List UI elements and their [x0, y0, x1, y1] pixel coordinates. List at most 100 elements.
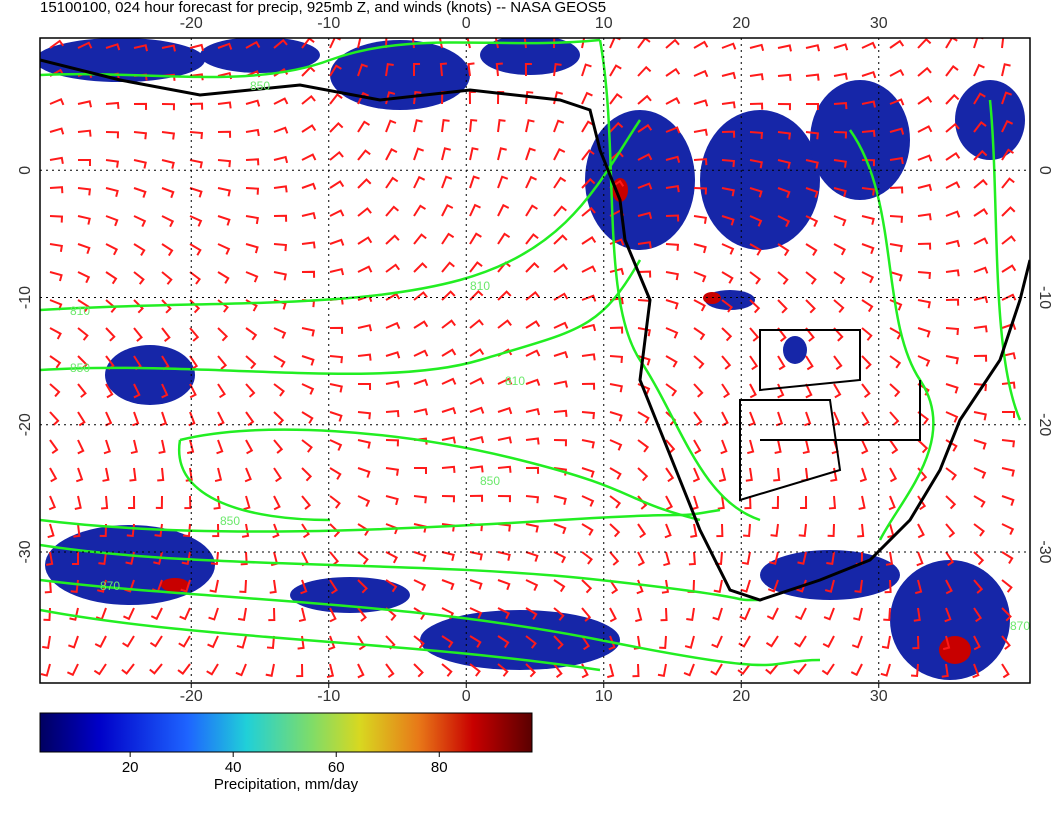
wind-barb: [237, 607, 247, 621]
wind-barb: [665, 97, 681, 105]
wind-barb: [101, 495, 109, 510]
wind-barb: [525, 291, 540, 301]
wind-barb: [357, 353, 372, 361]
wind-barb: [413, 635, 425, 649]
wind-barb: [46, 551, 54, 566]
wind-barb: [637, 123, 653, 133]
wind-barb: [833, 215, 847, 227]
wind-barb: [413, 663, 424, 678]
wind-barb: [357, 411, 372, 420]
wind-barb: [861, 355, 872, 370]
wind-barb: [273, 243, 288, 252]
wind-barb: [749, 187, 763, 198]
wind-barb: [945, 93, 960, 105]
wind-barb: [441, 436, 456, 444]
wind-barb: [718, 467, 727, 483]
wind-barb: [665, 126, 681, 134]
wind-barb: [973, 551, 985, 566]
wind-barb: [609, 121, 624, 133]
wind-barb: [177, 663, 191, 676]
wind-barb: [468, 90, 476, 105]
wind-barb: [973, 266, 989, 274]
wind-barb: [133, 243, 146, 256]
lon-tick-label: 0: [462, 15, 471, 32]
wind-barb: [889, 383, 901, 398]
wind-barb: [889, 467, 898, 483]
wind-barb: [917, 355, 931, 367]
wind-barb: [329, 326, 344, 334]
contour-label: 810: [470, 279, 490, 293]
wind-barb: [497, 203, 510, 217]
wind-barb: [973, 149, 988, 161]
wind-barb: [637, 241, 652, 249]
wind-barb: [581, 523, 594, 536]
wind-barb: [609, 523, 621, 538]
wind-barb: [861, 129, 876, 137]
wind-barb: [745, 467, 753, 482]
wind-barb: [665, 38, 680, 49]
wind-barb: [859, 467, 868, 483]
wind-barb: [413, 495, 428, 504]
wind-barb: [823, 607, 835, 621]
wind-barb: [833, 159, 848, 168]
wind-barb: [357, 439, 371, 449]
lat-tick-label: -20: [1036, 413, 1053, 436]
wind-barb: [441, 406, 457, 415]
contour-label: 810: [70, 304, 90, 318]
wind-barb: [497, 175, 509, 189]
wind-barb: [105, 215, 119, 227]
wind-barb: [357, 265, 373, 273]
wind-barb: [357, 635, 366, 651]
wind-barb: [693, 158, 708, 166]
wind-barb: [1001, 91, 1012, 105]
wind-barb: [609, 495, 622, 509]
wind-barb: [69, 607, 79, 621]
wind-barb: [713, 579, 723, 593]
wind-barb: [180, 579, 191, 593]
wind-barb: [469, 663, 481, 677]
wind-barb: [945, 523, 956, 538]
wind-barb: [637, 94, 652, 105]
wind-barb: [693, 187, 708, 195]
wind-barb: [133, 299, 144, 314]
wind-barb: [889, 68, 905, 77]
wind-barb: [525, 579, 539, 591]
wind-barb: [917, 125, 933, 133]
wind-barb: [413, 579, 427, 592]
wind-barb: [326, 663, 335, 679]
wind-barb: [124, 579, 135, 593]
wind-barb: [553, 350, 569, 359]
wind-barb: [581, 177, 596, 189]
wind-barb: [385, 321, 401, 330]
wind-barb: [525, 635, 537, 649]
wind-barb: [189, 299, 201, 314]
wind-barb: [441, 147, 451, 161]
wind-barb: [413, 262, 428, 273]
wind-barb: [749, 327, 760, 342]
wind-barb: [973, 579, 984, 594]
wind-barb: [329, 93, 343, 105]
wind-barb: [105, 187, 119, 198]
wind-barb: [581, 353, 596, 361]
wind-barb: [608, 635, 616, 651]
wind-barb: [385, 205, 400, 217]
wind-barb: [385, 234, 400, 245]
wind-barb: [945, 269, 960, 277]
contour-label: 870: [1010, 619, 1030, 633]
lat-tick-label: -20: [17, 413, 34, 436]
wind-barb: [917, 495, 927, 511]
wind-barb: [944, 607, 952, 623]
wind-barb: [77, 41, 93, 49]
wind-barb: [525, 90, 534, 105]
wind-barb: [833, 355, 843, 371]
wind-barb: [329, 411, 343, 422]
wind-barb: [385, 551, 398, 564]
wind-barb: [883, 607, 891, 622]
wind-barb: [236, 635, 247, 649]
wind-barb: [609, 383, 623, 393]
wind-barb: [497, 406, 513, 415]
wind-barb: [497, 663, 509, 677]
wind-barb: [413, 204, 427, 217]
wind-barb: [301, 327, 315, 337]
wind-barb: [1001, 148, 1015, 161]
